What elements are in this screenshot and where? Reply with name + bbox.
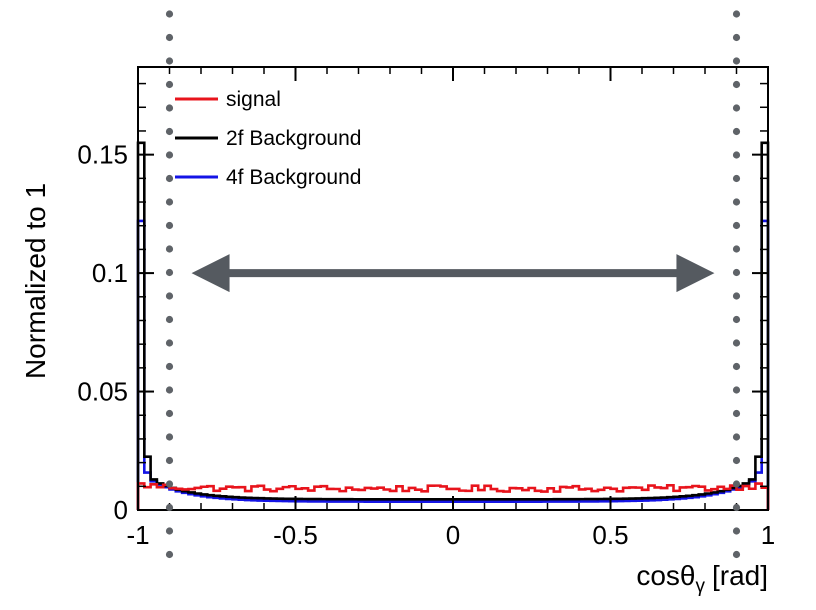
- y-tick-label: 0.1: [92, 258, 128, 288]
- cut-line-dot: [732, 33, 741, 42]
- x-tick-label: -0.5: [273, 520, 318, 550]
- cut-line-dot: [165, 292, 174, 300]
- cut-line-dot: [165, 198, 174, 206]
- cut-line-dot: [732, 456, 741, 465]
- x-tick-label: -1: [126, 520, 149, 550]
- cut-line-dot: [732, 527, 741, 535]
- cut-line-dot: [732, 57, 741, 65]
- x-axis-label-unit: [rad]: [712, 560, 768, 591]
- cut-line-dot: [732, 292, 741, 300]
- cut-line-dot: [732, 10, 741, 18]
- cut-line-dot: [732, 409, 741, 418]
- cut-line-dot: [165, 480, 174, 488]
- x-tick-label: 0: [446, 520, 460, 550]
- cut-line-dot: [732, 386, 741, 394]
- x-tick-label: 0.5: [592, 520, 628, 550]
- cut-line-dot: [165, 57, 174, 65]
- cut-line-dot: [732, 315, 741, 324]
- cut-line-dot: [165, 151, 174, 159]
- cut-line-dot: [732, 221, 741, 230]
- y-tick-label: 0: [114, 495, 128, 525]
- cut-line-dot: [732, 550, 741, 559]
- cut-line-dot: [165, 386, 174, 394]
- cut-line-dot: [165, 409, 174, 418]
- cut-line-dot: [165, 10, 174, 18]
- cut-line-dot: [165, 174, 174, 183]
- x-tick-label: 1: [761, 520, 775, 550]
- cut-line-dot: [732, 480, 741, 488]
- cut-line-dot: [165, 221, 174, 230]
- x-axis-label-main: cosθ: [636, 560, 695, 591]
- cut-line-dot: [165, 550, 174, 559]
- legend: signal 2f Background 4f Background: [175, 88, 361, 189]
- cut-line-dot: [165, 433, 174, 441]
- cut-line-dot: [165, 339, 174, 347]
- y-tick-label: 0.15: [77, 140, 128, 170]
- legend-label: signal: [226, 88, 281, 111]
- acceptance-double-arrow: [191, 254, 715, 293]
- cut-line-dot: [732, 104, 741, 112]
- series-line-signal: [136, 482, 770, 510]
- cut-line-dot: [165, 527, 174, 535]
- cut-line-dot: [165, 362, 174, 371]
- cut-line-dot: [732, 80, 741, 89]
- cut-line-dot: [732, 268, 741, 277]
- cut-line-dot: [165, 315, 174, 324]
- cut-line-dot: [732, 174, 741, 183]
- cut-line-dot: [732, 433, 741, 441]
- y-tick-label: 0.05: [77, 377, 128, 407]
- cut-line-dot: [732, 198, 741, 206]
- ticks-layer: [137, 67, 769, 511]
- cut-line-dot: [732, 127, 741, 136]
- x-axis-label-subscript: γ: [695, 576, 705, 597]
- x-axis-label: cosθγ [rad]: [636, 560, 768, 597]
- x-tick-labels: -1 -0.5 0 0.5 1: [126, 520, 775, 550]
- plot-background: [138, 67, 768, 510]
- cut-line-dot: [732, 503, 741, 512]
- cut-line-dot: [165, 80, 174, 89]
- legend-label: 4f Background: [226, 166, 361, 189]
- cut-line-dot: [165, 104, 174, 112]
- y-tick-labels: 0 0.05 0.1 0.15: [77, 140, 128, 525]
- cut-line-dot: [165, 245, 174, 253]
- annotations: [165, 10, 741, 559]
- cut-line-dot: [732, 362, 741, 371]
- cut-line-dot: [165, 503, 174, 512]
- y-axis-label: Normalized to 1: [20, 183, 51, 379]
- cut-line-dot: [165, 127, 174, 136]
- cut-line-dot: [165, 33, 174, 42]
- cut-line-dot: [732, 245, 741, 253]
- legend-label: 2f Background: [226, 127, 361, 150]
- cut-line-dot: [165, 268, 174, 277]
- cut-line-dot: [732, 339, 741, 347]
- cut-line-dot: [732, 151, 741, 159]
- cut-line-dot: [165, 456, 174, 465]
